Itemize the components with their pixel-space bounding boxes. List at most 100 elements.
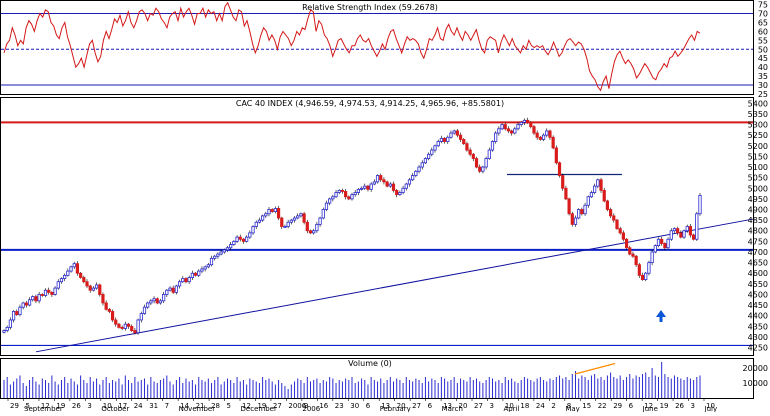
candle-body	[283, 226, 287, 228]
candle-body	[18, 306, 22, 316]
candle-body	[535, 132, 539, 138]
rsi-tick-label: 70	[758, 10, 768, 19]
price-tick-label: 5350	[748, 110, 768, 119]
candle-body	[570, 213, 574, 225]
x-tick-label: 15	[582, 402, 591, 410]
x-tick-label: 6	[629, 402, 634, 410]
rsi-tick-label: 60	[758, 27, 768, 36]
candle-body	[398, 192, 402, 196]
candle-body	[631, 253, 635, 257]
candle-body	[366, 185, 370, 190]
x-tick-label: 12	[41, 402, 50, 410]
trendline	[35, 218, 754, 353]
x-tick-label: 13	[381, 402, 390, 410]
candle-body	[206, 264, 210, 268]
candle-body	[130, 325, 134, 331]
candle-body	[286, 221, 290, 227]
x-tick-label: 10	[706, 402, 715, 410]
candle-body	[318, 217, 322, 225]
rsi-tick-label: 50	[758, 45, 768, 54]
rsi-tick-label: 40	[758, 63, 768, 72]
candle-body	[200, 268, 204, 272]
candle-body	[91, 287, 95, 291]
price-tick-label: 4500	[748, 290, 768, 299]
x-tick-label: 8	[567, 402, 571, 410]
price-tick-label: 4350	[748, 322, 768, 331]
candle-body	[554, 147, 558, 164]
candle-body	[11, 311, 16, 321]
candle-body	[181, 278, 185, 283]
candle-body	[551, 136, 555, 149]
candle-body	[679, 232, 683, 238]
candle-body	[63, 274, 67, 279]
candle-body	[506, 128, 511, 132]
candle-body	[532, 126, 536, 134]
candle-body	[510, 130, 514, 134]
x-tick-label: 28	[211, 402, 220, 410]
candle-body	[427, 153, 431, 159]
candle-body	[452, 130, 456, 134]
candle-body	[53, 287, 57, 295]
x-tick-label: 31	[149, 402, 158, 410]
month-label: November	[179, 405, 216, 412]
candle-body	[404, 183, 408, 189]
x-tick-label: 27	[273, 402, 282, 410]
candle-body	[423, 158, 428, 164]
price-tick-label: 5400	[748, 99, 768, 108]
candle-body	[59, 278, 64, 283]
x-tick-label: 26	[72, 402, 81, 410]
x-tick-label: 20	[397, 402, 406, 410]
price-panel-frame	[0, 97, 754, 356]
month-label: February	[380, 405, 411, 412]
candle-body	[79, 272, 83, 278]
candle-body	[216, 253, 220, 257]
candle-body	[660, 238, 664, 244]
candle-body	[235, 236, 239, 242]
candle-body	[98, 284, 102, 295]
candle-body	[372, 181, 376, 185]
candle-body	[609, 209, 613, 217]
candle-body	[72, 263, 76, 268]
candle-body	[213, 255, 217, 259]
candle-body	[174, 285, 179, 293]
candle-body	[69, 266, 73, 272]
month-label: June	[642, 405, 658, 412]
rsi-tick-label: 55	[758, 36, 768, 45]
candle-body	[184, 278, 188, 283]
candle-body	[47, 289, 51, 293]
candle-body	[519, 122, 523, 125]
candle-body	[257, 219, 262, 223]
candle-body	[411, 175, 415, 181]
candle-body	[580, 209, 584, 215]
candle-body	[168, 287, 172, 291]
x-tick-label: 3	[691, 402, 695, 410]
candle-body	[261, 215, 265, 221]
candle-body	[31, 296, 35, 301]
price-tick-label: 5100	[748, 163, 768, 172]
candle-body	[612, 215, 616, 221]
candle-body	[165, 289, 169, 295]
candle-body	[302, 213, 306, 223]
candle-body	[43, 289, 48, 296]
x-tick-label: 19	[257, 402, 266, 410]
candle-body	[624, 238, 629, 249]
candle-body	[388, 183, 392, 187]
price-tick-label: 4400	[748, 312, 768, 321]
price-tick-label: 5200	[748, 142, 768, 151]
x-tick-label: 18	[520, 402, 529, 410]
candle-body	[331, 196, 335, 200]
candle-body	[698, 195, 702, 215]
candle-body	[449, 132, 453, 138]
candle-body	[187, 277, 191, 283]
candle-body	[280, 217, 284, 227]
month-label: December	[241, 405, 277, 412]
candle-body	[455, 130, 459, 136]
candle-body	[500, 124, 504, 130]
candle-body	[647, 262, 651, 274]
candle-body	[162, 294, 166, 302]
x-tick-label: 12	[242, 402, 251, 410]
candle-body	[375, 175, 380, 183]
candle-body	[21, 302, 25, 308]
